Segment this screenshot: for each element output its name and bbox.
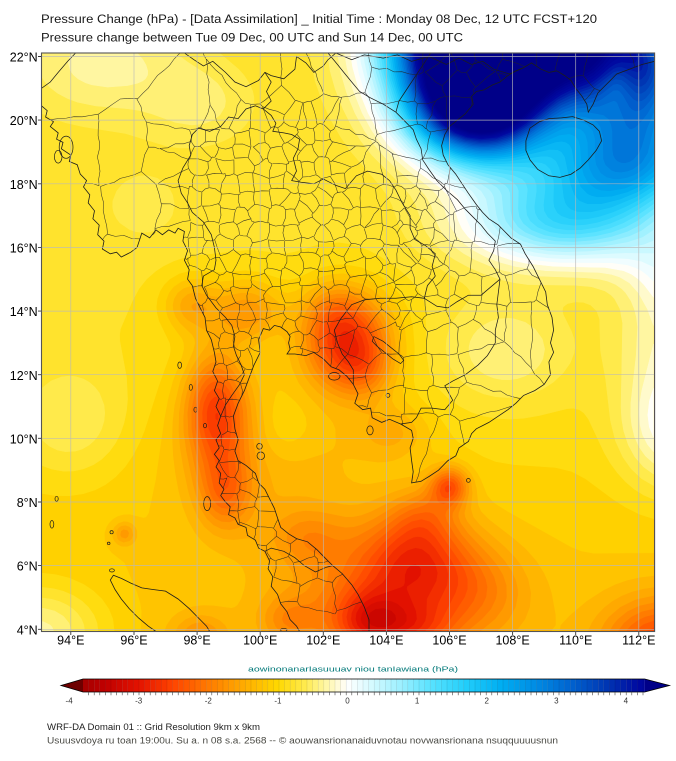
svg-text:Usuusvdoya ru toan 19:00u. Su: Usuusvdoya ru toan 19:00u. Su a. n 08 s.… bbox=[47, 736, 558, 746]
svg-text:1: 1 bbox=[415, 697, 420, 706]
svg-text:3: 3 bbox=[554, 697, 559, 706]
svg-text:-2: -2 bbox=[205, 697, 213, 706]
svg-text:96°E: 96°E bbox=[120, 634, 147, 648]
svg-text:14°N: 14°N bbox=[10, 305, 38, 319]
svg-text:20°N: 20°N bbox=[10, 114, 38, 128]
svg-text:4: 4 bbox=[624, 697, 629, 706]
svg-text:22°N: 22°N bbox=[10, 51, 38, 65]
svg-text:112°E: 112°E bbox=[622, 634, 655, 648]
svg-text:-3: -3 bbox=[135, 697, 143, 706]
svg-text:0: 0 bbox=[345, 697, 350, 706]
svg-text:102°E: 102°E bbox=[306, 634, 340, 648]
svg-text:Pressure Change (hPa) - [Data: Pressure Change (hPa) - [Data Assimilati… bbox=[41, 12, 597, 26]
svg-text:108°E: 108°E bbox=[495, 634, 529, 648]
svg-text:8°N: 8°N bbox=[17, 496, 38, 510]
svg-text:6°N: 6°N bbox=[17, 560, 38, 574]
svg-text:16°N: 16°N bbox=[10, 242, 38, 256]
svg-text:-4: -4 bbox=[66, 697, 74, 706]
svg-text:-1: -1 bbox=[274, 697, 282, 706]
svg-text:106°E: 106°E bbox=[432, 634, 466, 648]
svg-text:94°E: 94°E bbox=[57, 634, 84, 648]
svg-text:98°E: 98°E bbox=[183, 634, 210, 648]
svg-text:Pressure change between Tue 09: Pressure change between Tue 09 Dec, 00 U… bbox=[41, 30, 463, 44]
svg-text:18°N: 18°N bbox=[10, 178, 38, 192]
svg-text:WRF-DA Domain 01 :: Grid Resol: WRF-DA Domain 01 :: Grid Resolution 9km … bbox=[47, 722, 260, 732]
svg-text:104°E: 104°E bbox=[369, 634, 403, 648]
svg-text:12°N: 12°N bbox=[10, 369, 38, 383]
svg-text:10°N: 10°N bbox=[10, 432, 38, 446]
svg-text:100°E: 100°E bbox=[243, 634, 277, 648]
svg-text:4°N: 4°N bbox=[17, 623, 38, 637]
svg-text:aowinonanarIasuuuav niou tanIa: aowinonanarIasuuuav niou tanIawiana (hPa… bbox=[248, 665, 458, 674]
svg-text:110°E: 110°E bbox=[559, 634, 592, 648]
svg-text:2: 2 bbox=[484, 697, 489, 706]
